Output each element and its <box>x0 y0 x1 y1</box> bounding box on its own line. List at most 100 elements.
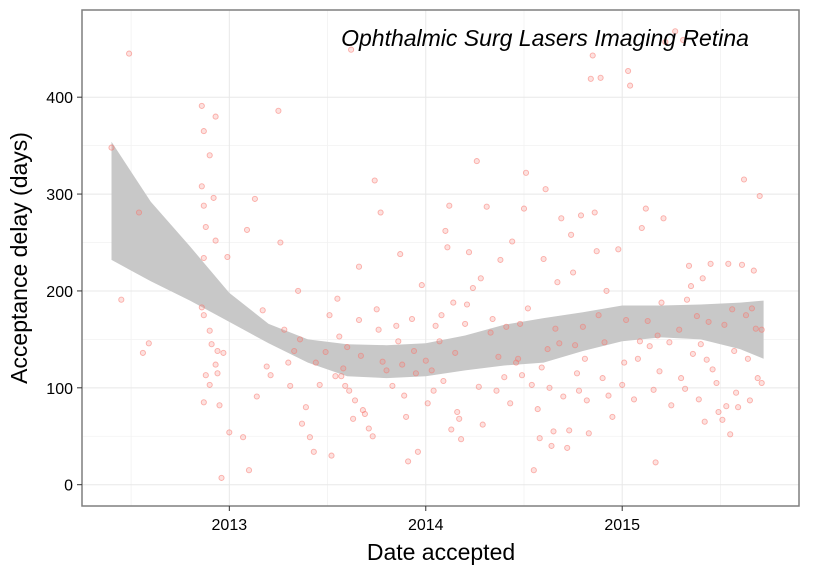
data-point <box>638 224 645 232</box>
data-point <box>497 256 504 263</box>
data-point <box>450 299 457 306</box>
y-tick-label: 400 <box>46 90 73 107</box>
data-point <box>517 320 524 327</box>
data-point <box>672 28 679 35</box>
data-point <box>493 387 500 394</box>
data-point <box>438 312 445 319</box>
data-point <box>473 158 480 165</box>
data-point <box>220 349 227 356</box>
data-point <box>210 194 217 201</box>
data-point <box>200 254 207 262</box>
data-point <box>253 393 260 400</box>
data-point <box>676 326 683 333</box>
smooth-confidence-band <box>111 141 764 379</box>
data-point <box>212 361 219 368</box>
axis-ticks: 0 100 200 300 400 2013 2014 2015 <box>46 90 640 534</box>
data-point <box>585 430 592 437</box>
data-point <box>685 262 693 269</box>
data-point <box>630 396 638 403</box>
data-point <box>295 287 302 294</box>
data-point <box>544 346 551 353</box>
data-point <box>738 261 746 268</box>
data-point <box>373 306 380 313</box>
data-point <box>634 355 641 362</box>
x-tick-label: 2015 <box>604 517 640 534</box>
data-point <box>534 406 541 413</box>
data-point <box>108 144 115 151</box>
data-point <box>202 372 209 379</box>
data-point <box>558 215 565 222</box>
data-point <box>430 387 437 394</box>
y-tick-label: 300 <box>46 187 73 204</box>
data-point <box>212 237 219 244</box>
data-point <box>609 413 616 420</box>
data-point <box>351 397 359 404</box>
data-point <box>214 347 221 355</box>
data-point <box>699 275 706 282</box>
data-point <box>326 312 333 319</box>
data-point <box>756 192 763 200</box>
data-point <box>355 263 363 270</box>
data-point <box>601 339 608 346</box>
data-point <box>379 358 386 365</box>
data-point <box>369 433 376 440</box>
data-point <box>206 381 213 388</box>
data-point <box>646 343 653 350</box>
data-point <box>554 279 561 286</box>
data-point <box>748 305 755 312</box>
data-point <box>524 305 531 312</box>
data-point <box>375 326 382 333</box>
data-point <box>687 283 695 290</box>
data-point <box>709 366 716 373</box>
data-point <box>750 267 757 274</box>
data-point <box>454 408 461 416</box>
data-point <box>615 246 622 253</box>
data-point <box>489 315 496 323</box>
data-point <box>344 344 351 351</box>
data-point <box>465 249 473 256</box>
data-point <box>361 410 368 418</box>
data-point <box>589 52 596 59</box>
data-point <box>342 382 349 389</box>
data-point <box>251 195 258 202</box>
data-point <box>636 338 643 345</box>
data-point <box>206 152 213 159</box>
data-point <box>285 359 292 366</box>
data-point <box>503 323 510 330</box>
data-point <box>428 367 435 374</box>
data-point <box>658 299 665 306</box>
data-point <box>291 347 298 355</box>
data-point <box>408 315 416 323</box>
data-point <box>202 223 209 231</box>
data-point <box>267 372 274 379</box>
data-point <box>442 227 449 234</box>
data-point <box>536 435 543 442</box>
data-point <box>721 321 728 328</box>
data-point <box>281 326 288 333</box>
data-point <box>240 434 247 441</box>
data-point <box>479 421 486 428</box>
x-tick-label: 2013 <box>212 517 248 534</box>
data-point <box>118 296 125 303</box>
data-point <box>546 384 553 391</box>
data-point <box>605 392 612 399</box>
data-point <box>316 381 323 388</box>
data-point <box>334 295 341 302</box>
data-point <box>597 74 604 81</box>
data-point <box>198 304 205 311</box>
data-point <box>365 425 372 432</box>
data-point <box>642 205 649 212</box>
data-point <box>312 359 319 366</box>
data-point <box>703 356 710 363</box>
data-point <box>577 212 585 219</box>
data-point <box>542 186 549 193</box>
data-point <box>287 382 294 389</box>
x-axis-title: Date accepted <box>367 539 515 565</box>
data-point <box>697 341 704 348</box>
y-tick-label: 100 <box>46 381 73 398</box>
data-point <box>495 353 502 360</box>
data-point <box>263 363 270 370</box>
data-point <box>338 373 345 380</box>
data-point <box>332 373 339 380</box>
data-point <box>619 381 626 388</box>
